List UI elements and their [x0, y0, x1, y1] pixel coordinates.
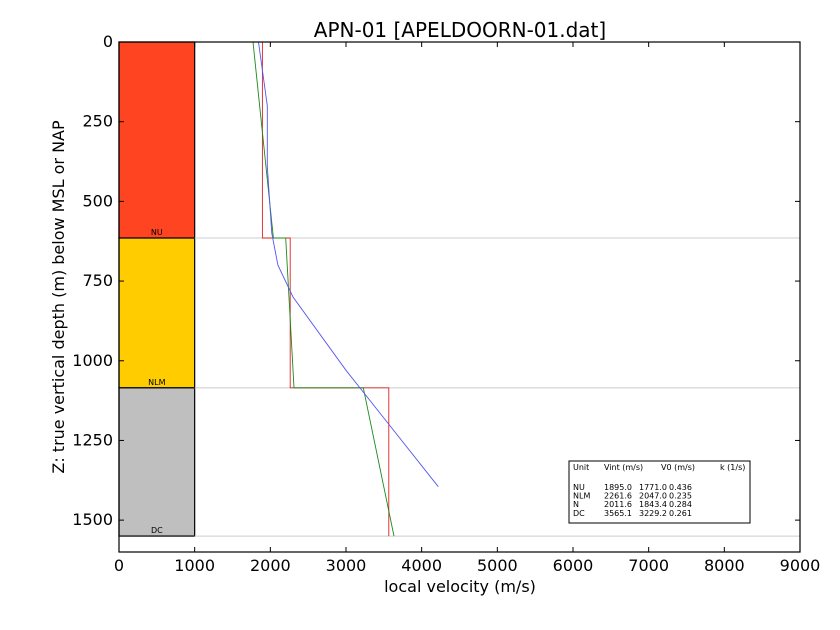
x-tick-label: 2000	[250, 556, 291, 575]
table-cell: 2261.6	[604, 492, 632, 501]
series-line-2	[258, 41, 439, 487]
table-cell: NLM	[573, 492, 590, 501]
x-tick-label: 9000	[780, 556, 821, 575]
unit-block-dc	[118, 387, 196, 537]
unit-block-nlm	[118, 237, 196, 389]
table-cell: 2047.0	[639, 492, 667, 501]
unit-column: NU NLM DC	[118, 41, 196, 537]
series-lines	[252, 41, 439, 537]
parameter-table-frame	[568, 460, 751, 524]
y-axis-label: Z: true vertical depth (m) below MSL or …	[49, 120, 68, 474]
y-tick-label: 1250	[72, 430, 113, 449]
y-tick-label: 500	[82, 191, 113, 210]
y-tick-label: 750	[82, 271, 113, 290]
table-header-cell: V0 (m/s)	[661, 463, 695, 472]
x-tick-label: 5000	[477, 556, 518, 575]
table-cell: 3565.1	[604, 509, 632, 518]
x-tick-label: 3000	[326, 556, 367, 575]
y-tick-label: 1500	[72, 510, 113, 529]
unit-block-nu	[118, 41, 196, 239]
y-tick-label: 1000	[72, 351, 113, 370]
y-axis-ticks: 0 250 500 750 1000 1250 1500	[72, 32, 800, 529]
table-cell: 0.235	[669, 492, 692, 501]
table-header-cell: Unit	[573, 463, 589, 472]
plot-frame	[118, 41, 801, 553]
table-cell: DC	[573, 509, 585, 518]
x-tick-label: 7000	[628, 556, 669, 575]
unit-label: DC	[151, 526, 163, 535]
x-tick-label: 6000	[553, 556, 594, 575]
unit-label: NLM	[148, 378, 165, 387]
table-cell: N	[573, 500, 579, 509]
table-cell: 0.261	[669, 509, 692, 518]
table-cell: 0.436	[669, 483, 692, 492]
table-cell: 1895.0	[604, 483, 632, 492]
chart-title: APN-01 [APELDOORN-01.dat]	[314, 18, 606, 42]
y-tick-label: 0	[103, 32, 113, 51]
x-tick-label: 0	[114, 556, 124, 575]
table-cell: 0.284	[669, 500, 692, 509]
table-cell: 2011.6	[604, 500, 632, 509]
table-cell: 1843.4	[639, 500, 667, 509]
x-axis-label: local velocity (m/s)	[384, 577, 536, 596]
x-tick-label: 4000	[401, 556, 442, 575]
parameter-table: Unit Vint (m/s) V0 (m/s) k (1/s) NU 1895.0 177…	[568, 460, 751, 524]
table-cell: 3229.2	[639, 509, 667, 518]
unit-label: NU	[151, 228, 163, 237]
x-tick-label: 1000	[174, 556, 215, 575]
table-header-cell: k (1/s)	[720, 463, 745, 472]
table-cell: NU	[573, 483, 585, 492]
series-line-0	[261, 42, 390, 537]
x-axis-ticks: 0 1000 2000 3000 4000 5000 6000 7000 8000 9000	[114, 42, 820, 575]
y-tick-label: 250	[82, 112, 113, 131]
table-cell: 1771.0	[639, 483, 667, 492]
x-tick-label: 8000	[704, 556, 745, 575]
series-line-1	[252, 41, 395, 537]
table-header-cell: Vint (m/s)	[604, 463, 643, 472]
